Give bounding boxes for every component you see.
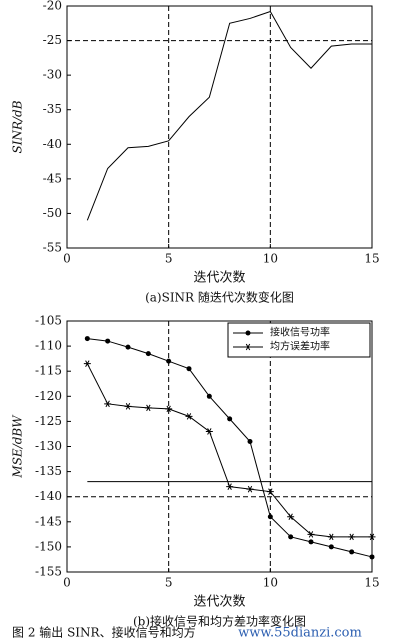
marker xyxy=(104,400,112,408)
y-tick-label: -115 xyxy=(35,364,62,378)
line xyxy=(86,10,372,221)
x-tick-label: 0 xyxy=(63,576,71,590)
marker xyxy=(226,483,234,490)
chart-caption: (a)SINR 随迭代次数变化图 xyxy=(145,290,294,305)
y-tick-label: -105 xyxy=(35,314,62,328)
plot-frame xyxy=(66,5,373,249)
marker xyxy=(266,488,274,495)
marker xyxy=(247,438,253,444)
x-tick-label: 5 xyxy=(165,252,173,266)
marker xyxy=(124,403,132,410)
marker xyxy=(125,344,131,350)
x-tick-label: 10 xyxy=(263,252,278,266)
y-tick-label: -20 xyxy=(43,0,62,13)
marker xyxy=(166,358,172,364)
marker xyxy=(244,343,252,351)
marker xyxy=(307,531,315,538)
marker xyxy=(349,549,355,555)
marker xyxy=(205,428,213,435)
y-axis-label: MSE/dBW xyxy=(11,414,25,479)
marker xyxy=(327,533,335,541)
marker xyxy=(145,351,151,357)
x-axis-label: 迭代次数 xyxy=(193,594,245,610)
y-axis-label: SINR/dB xyxy=(11,100,25,153)
y-tick-label: -55 xyxy=(43,241,62,255)
marker xyxy=(144,404,152,412)
marker xyxy=(186,366,192,372)
marker xyxy=(246,485,254,493)
marker xyxy=(227,416,233,422)
x-axis-label: 迭代次数 xyxy=(193,270,245,286)
y-tick-label: -35 xyxy=(43,102,62,116)
marker xyxy=(369,554,375,560)
y-tick-label: -120 xyxy=(35,389,62,403)
marker xyxy=(83,360,91,367)
marker xyxy=(308,539,314,545)
y-tick-label: -145 xyxy=(35,514,62,528)
y-tick-label: -130 xyxy=(35,439,62,453)
y-tick-label: -155 xyxy=(35,565,62,579)
legend-label: 接收信号功率 xyxy=(270,326,330,339)
y-tick-label: -150 xyxy=(35,539,62,553)
x-tick-label: 0 xyxy=(63,252,71,266)
marker xyxy=(185,413,193,420)
y-tick-label: -40 xyxy=(43,137,62,151)
x-tick-label: 10 xyxy=(263,576,278,590)
figure-caption: 图 2 输出 SINR、接收信号和均方 xyxy=(12,625,196,640)
marker xyxy=(287,513,295,521)
legend-label: 均方误差功率 xyxy=(270,340,330,353)
y-tick-label: -135 xyxy=(35,464,62,478)
y-tick-label: -125 xyxy=(35,414,62,428)
y-tick-label: -30 xyxy=(43,68,62,82)
y-tick-label: -25 xyxy=(43,33,62,47)
watermark: www.55dianzi.com xyxy=(238,626,362,641)
x-tick-label: 15 xyxy=(364,252,379,266)
marker xyxy=(245,330,251,336)
marker xyxy=(328,544,334,550)
marker xyxy=(288,534,294,540)
marker xyxy=(267,514,273,520)
marker xyxy=(206,393,212,399)
x-tick-label: 15 xyxy=(364,576,379,590)
marker xyxy=(105,338,111,344)
y-tick-label: -140 xyxy=(35,489,62,503)
x-tick-label: 5 xyxy=(165,576,173,590)
y-tick-label: -45 xyxy=(43,171,62,185)
marker xyxy=(84,336,90,342)
legend-box xyxy=(227,322,371,358)
marker xyxy=(368,533,376,541)
marker xyxy=(348,533,356,541)
y-tick-label: -50 xyxy=(43,206,62,220)
chart-caption: (b)接收信号和均方差功率变化图 xyxy=(133,614,306,629)
y-tick-label: -110 xyxy=(35,339,62,353)
marker xyxy=(165,405,173,413)
